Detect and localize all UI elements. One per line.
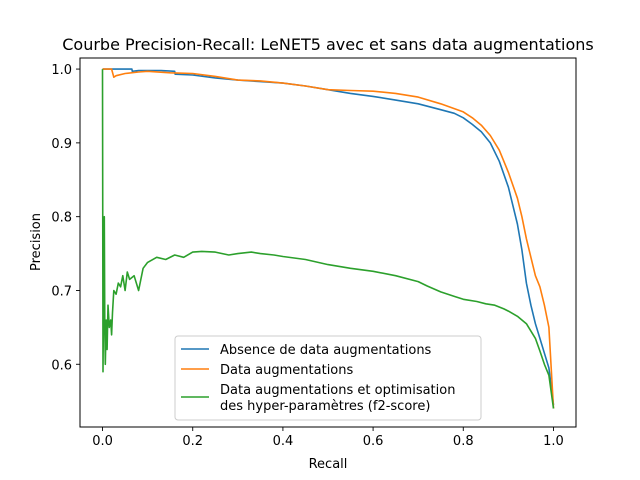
series-layer: [101, 68, 555, 409]
plot-frame: [79, 57, 577, 428]
x-tick-label-0-2: 0.2: [182, 434, 203, 449]
y-tick-label-1-0: 1.0: [51, 63, 72, 78]
legend-box: [174, 335, 482, 421]
legend-label-augmentation-optimized: Data augmentations et optimisation des h…: [220, 383, 460, 414]
chart-title: Courbe Precision-Recall: LeNET5 avec et …: [62, 35, 594, 54]
legend-label-augmentation: Data augmentations: [220, 363, 353, 378]
x-axis: 0.0 0.2 0.4 0.6 0.8 1.0: [92, 427, 564, 449]
x-axis-label: Recall: [309, 457, 348, 472]
x-tick-label-0-8: 0.8: [453, 434, 474, 449]
series-line-1: [102, 68, 555, 409]
legend-label-no-augmentation: Absence de data augmentations: [220, 343, 432, 358]
y-tick-label-0-7: 0.7: [51, 284, 72, 299]
y-axis: 0.6 0.7 0.8 0.9 1.0: [51, 63, 80, 373]
x-tick-label-0-6: 0.6: [363, 434, 384, 449]
y-axis-label: Precision: [29, 213, 44, 271]
series-line-0: [102, 68, 555, 405]
legend: Absence de data augmentations Data augme…: [174, 335, 482, 421]
y-tick-label-0-6: 0.6: [51, 358, 72, 373]
x-tick-label-1-0: 1.0: [543, 434, 564, 449]
y-tick-label-0-9: 0.9: [51, 137, 72, 152]
series-line-2: [101, 69, 555, 409]
y-tick-label-0-8: 0.8: [51, 211, 72, 226]
x-tick-label-0-4: 0.4: [273, 434, 294, 449]
x-tick-label-0-0: 0.0: [92, 434, 113, 449]
